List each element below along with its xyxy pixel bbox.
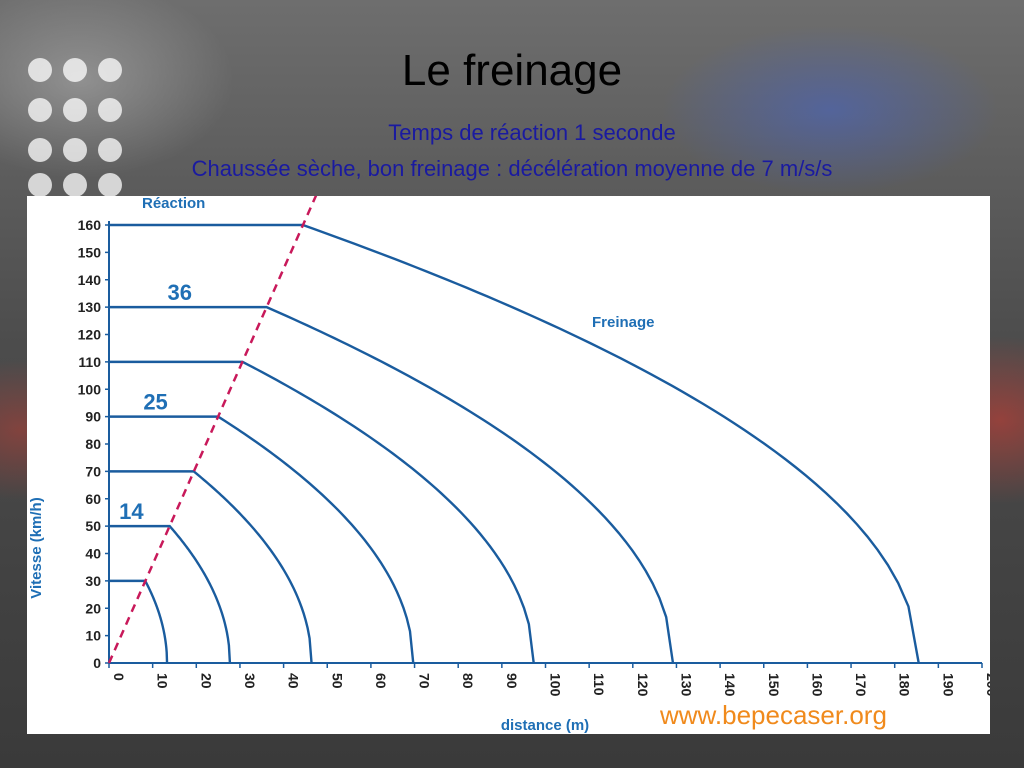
x-tick-label: 120 bbox=[635, 673, 651, 697]
stopping-curve-90 bbox=[109, 415, 415, 664]
braking-label: Freinage bbox=[592, 314, 655, 331]
y-tick-label: 60 bbox=[85, 491, 101, 507]
x-tick-label: 200 bbox=[984, 673, 990, 697]
x-tick-label: 20 bbox=[198, 673, 214, 689]
watermark-url: www.bepecaser.org bbox=[660, 700, 887, 730]
x-tick-label: 140 bbox=[722, 673, 738, 697]
x-tick-label: 60 bbox=[373, 673, 389, 689]
y-tick-label: 150 bbox=[78, 244, 102, 260]
x-tick-label: 110 bbox=[591, 673, 607, 696]
slide-subtitle-reaction-time: Temps de réaction 1 seconde bbox=[388, 120, 676, 145]
y-tick-label: 160 bbox=[78, 217, 102, 233]
chart-panel: 0 10 20 30 40 50 60 70 80 90 100 110 120 130 140 150 160… bbox=[27, 196, 990, 734]
chart-axes: 0102030405060708090100110120130140150160… bbox=[78, 217, 990, 697]
x-tick-label: 30 bbox=[242, 673, 258, 689]
slide-title: Le freinage bbox=[401, 46, 623, 95]
reaction-label: Réaction bbox=[142, 196, 205, 212]
stopping-curve-30 bbox=[109, 579, 169, 664]
x-tick-label: 180 bbox=[897, 673, 913, 697]
x-tick-label: 170 bbox=[853, 673, 869, 697]
reaction-distance-line bbox=[107, 196, 318, 664]
y-tick-label: 30 bbox=[85, 573, 101, 589]
stopping-curve-160 bbox=[109, 223, 920, 664]
reaction-distance-label-130: 36 bbox=[168, 280, 192, 305]
stopping-curve-130 bbox=[109, 305, 675, 664]
reaction-distance-label-90: 25 bbox=[143, 390, 167, 415]
y-axis-label: Vitesse (km/h) bbox=[28, 497, 45, 598]
x-axis-label: distance (m) bbox=[501, 717, 589, 734]
stopping-curve-50 bbox=[109, 524, 232, 664]
chart-curves bbox=[107, 196, 920, 664]
y-tick-label: 70 bbox=[85, 463, 101, 479]
x-tick-label: 0 bbox=[111, 673, 127, 681]
x-tick-label: 80 bbox=[460, 673, 476, 689]
y-tick-label: 120 bbox=[78, 327, 102, 343]
x-tick-label: 100 bbox=[548, 673, 564, 697]
stopping-curve-110 bbox=[109, 360, 535, 664]
chart-labels: Réaction Freinage distance (m) Vitesse (… bbox=[28, 196, 655, 734]
y-tick-label: 20 bbox=[85, 600, 101, 616]
x-tick-label: 90 bbox=[504, 673, 520, 689]
x-tick-label: 70 bbox=[417, 673, 433, 689]
y-tick-label: 50 bbox=[85, 518, 101, 534]
y-tick-label: 90 bbox=[85, 409, 101, 425]
x-tick-label: 10 bbox=[155, 673, 171, 689]
y-tick-label: 130 bbox=[78, 299, 102, 315]
background-lights-decoration bbox=[28, 58, 122, 197]
stopping-distance-chart: 0102030405060708090100110120130140150160… bbox=[28, 196, 990, 734]
y-tick-label: 10 bbox=[85, 628, 101, 644]
slide-subtitle-deceleration: Chaussée sèche, bon freinage : décélérat… bbox=[191, 156, 833, 181]
y-tick-label: 0 bbox=[93, 655, 101, 671]
y-tick-label: 140 bbox=[78, 272, 102, 288]
stopping-curve-70 bbox=[109, 470, 313, 664]
x-tick-label: 50 bbox=[329, 673, 345, 689]
x-tick-label: 40 bbox=[286, 673, 302, 689]
x-tick-label: 160 bbox=[809, 673, 825, 697]
reaction-distance-label-50: 14 bbox=[119, 499, 144, 524]
y-tick-label: 100 bbox=[78, 381, 102, 397]
y-tick-label: 80 bbox=[85, 436, 101, 452]
y-tick-label: 40 bbox=[85, 546, 101, 562]
x-tick-label: 150 bbox=[766, 673, 782, 697]
x-tick-label: 130 bbox=[678, 673, 694, 697]
x-tick-label: 190 bbox=[940, 673, 956, 697]
y-tick-label: 110 bbox=[78, 354, 101, 370]
